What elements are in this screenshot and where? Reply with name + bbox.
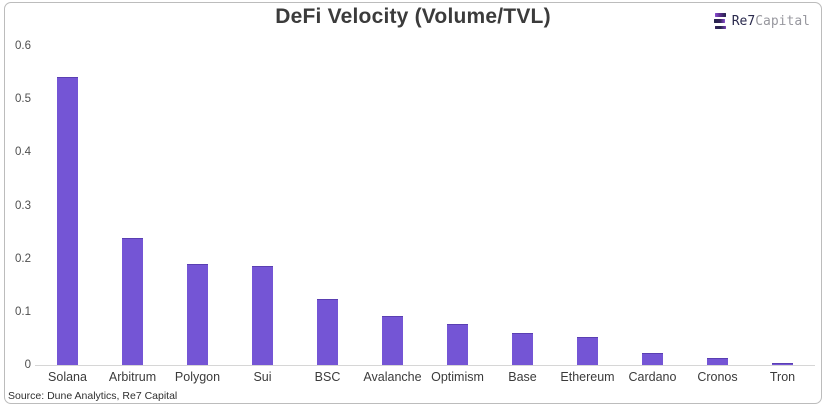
x-tick-label: BSC [314,370,341,384]
bar-column-tron [750,46,815,365]
re7capital-logo-text: Re7Capital [732,14,810,29]
bar-column-bsc [295,46,360,365]
bar-column-optimism [425,46,490,365]
bar-column-solana [35,46,100,365]
re7-logo-bar [714,25,726,29]
re7-logo-icon [713,13,726,29]
bar-optimism [447,323,468,365]
bar-arbitrum [122,237,143,365]
x-tick-label: Avalanche [363,370,422,384]
bar-polygon [187,263,208,365]
bar-column-sui [230,46,295,365]
y-tick-label: 0.4 [15,146,31,159]
bar-column-arbitrum [100,46,165,365]
x-tick-label: Solana [48,370,87,384]
bar-base [512,333,533,365]
bar-column-avalanche [360,46,425,365]
y-tick-label: 0.1 [15,305,31,318]
y-tick-label: 0.3 [15,199,31,212]
x-tick-label: Polygon [174,370,221,384]
bar-column-cardano [620,46,685,365]
x-tick-label: Base [508,370,537,384]
bar-bsc [317,298,338,365]
re7-logo-bar [714,13,726,17]
y-axis: 0 0.1 0.2 0.3 0.4 0.5 0.6 [5,3,31,403]
re7-logo-bar [713,19,725,23]
re7capital-logo: Re7Capital [713,13,810,29]
bar-column-cronos [685,46,750,365]
y-tick-label: 0.2 [15,252,31,265]
logo-text-capital: Capital [755,13,810,29]
plot-area [35,46,815,366]
bar-cardano [642,353,663,365]
y-tick-label: 0.5 [15,93,31,106]
x-axis: Solana Arbitrum Polygon Sui BSC Avalanche Opti… [35,370,815,384]
y-tick-label: 0 [24,359,31,371]
bar-sui [252,265,273,365]
bar-solana [57,76,78,365]
x-tick-label: Sui [253,370,272,384]
chart-title: DeFi Velocity (Volume/TVL) [275,5,551,28]
x-tick-label: Tron [769,370,796,384]
x-tick-label: Cardano [628,370,677,384]
x-tick-label: Ethereum [560,370,615,384]
source-note: Source: Dune Analytics, Re7 Capital [8,390,178,402]
bar-avalanche [382,315,403,365]
x-tick-label: Cronos [697,370,738,384]
x-tick-label: Arbitrum [108,370,157,384]
bar-cronos [707,357,728,365]
bar-tron [772,363,793,365]
bar-column-polygon [165,46,230,365]
logo-text-re7: Re7 [731,13,756,29]
bar-ethereum [577,336,598,365]
bar-column-ethereum [555,46,620,365]
bar-column-base [490,46,555,365]
y-tick-label: 0.6 [15,40,31,52]
x-tick-label: Optimism [431,370,484,384]
